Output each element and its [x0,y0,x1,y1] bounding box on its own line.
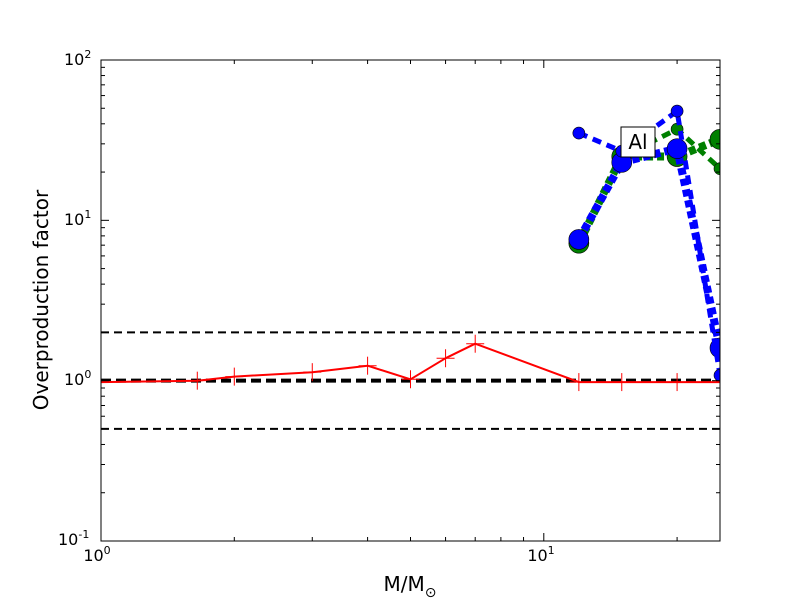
data-point [303,363,322,382]
y-tick-label: 100 [64,368,91,389]
data-point [401,370,420,389]
data-point [668,373,687,392]
data-point [709,129,720,150]
x-tick-label: 101 [527,544,554,565]
data-point [436,349,455,368]
y-tick-label: 102 [64,48,91,69]
series-1 [568,138,720,359]
data-point [466,334,485,353]
y-tick-label: 101 [64,208,91,229]
data-point [670,104,684,118]
series-line [575,144,720,349]
data-point [572,126,586,140]
x-tick-label: 100 [83,544,110,565]
annotation-label: Al [628,130,647,154]
data-point [188,371,207,390]
data-point [612,373,631,392]
y-axis-label: Overproduction factor [29,189,53,410]
y-tick-label: 10-1 [58,528,89,549]
data-point [711,373,720,392]
data-point [358,356,377,375]
data-point [225,367,244,386]
data-point [101,373,110,392]
axis-ticks [100,59,720,542]
series-line [101,342,720,384]
series-0 [101,334,720,392]
x-axis-label: M/M⊙ [384,572,437,600]
data-point [568,229,590,250]
data-point [713,369,720,382]
annotation-box: Al [620,126,656,158]
data-point [569,373,588,392]
